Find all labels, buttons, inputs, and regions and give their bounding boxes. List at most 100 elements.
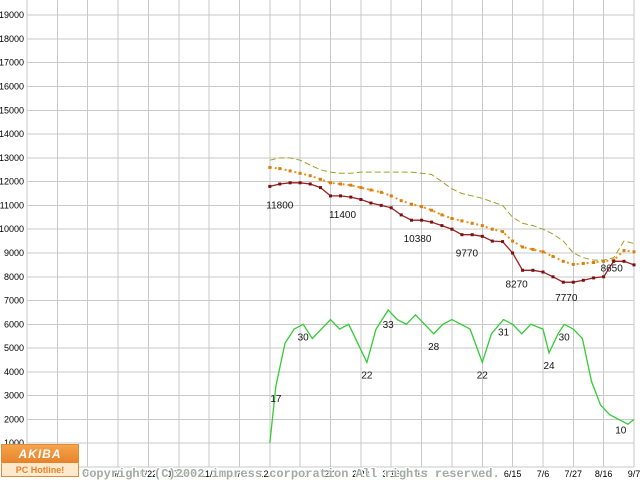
x-axis-tick-label: 1/12 — [291, 469, 309, 479]
series-marker — [581, 261, 585, 265]
series-marker — [511, 239, 515, 243]
series-marker — [511, 251, 515, 255]
data-point-label: 24 — [543, 361, 555, 372]
series-marker — [288, 169, 292, 173]
series-marker — [551, 275, 555, 279]
series-marker — [592, 276, 596, 280]
series-marker — [612, 259, 616, 263]
series-marker — [308, 182, 312, 186]
y-axis-tick-label: 6000 — [4, 319, 24, 329]
series-marker — [410, 202, 413, 206]
series-marker — [521, 245, 525, 249]
x-axis-tick-label: 11/23 — [228, 469, 250, 479]
series-marker — [329, 181, 332, 185]
y-axis-tick-label: 2000 — [4, 414, 24, 424]
x-axis-tick-label: 4/6 — [415, 469, 428, 479]
series-marker — [450, 217, 454, 220]
x-axis-tick-label: 6/15 — [504, 469, 522, 479]
series-marker — [531, 247, 535, 251]
series-marker — [490, 227, 494, 231]
series-marker — [339, 194, 342, 198]
series-marker — [551, 255, 555, 258]
data-point-label: 30 — [298, 332, 310, 343]
series-marker — [531, 268, 535, 272]
y-axis-tick-label: 19000 — [0, 10, 24, 20]
data-point-label: 22 — [477, 370, 489, 381]
akiba-logo: AKIBA PC Hotline! — [1, 444, 79, 477]
series-marker — [521, 268, 525, 272]
series-marker — [369, 188, 373, 192]
series-marker — [501, 240, 505, 244]
akiba-logo-title: AKIBA — [2, 445, 78, 463]
series-marker — [480, 234, 484, 238]
series-marker — [602, 259, 606, 263]
data-point-label: 7770 — [555, 293, 578, 304]
series-marker — [420, 205, 424, 209]
series-marker — [430, 220, 434, 224]
series-marker — [278, 182, 282, 186]
data-point-label: 28 — [428, 342, 440, 353]
series-marker — [440, 224, 444, 228]
x-axis-tick-label: 8/16 — [595, 469, 613, 479]
x-axis-tick-label: 3/16 — [382, 469, 400, 479]
y-axis-tick-label: 5000 — [4, 343, 24, 353]
copyright-line-1: Copyright (C)2002 impress corporation Al… — [82, 467, 500, 480]
data-point-label: 9770 — [456, 249, 479, 260]
series-marker — [359, 198, 363, 201]
x-axis-tick-label: 9/22 — [140, 469, 158, 479]
series-marker — [298, 171, 302, 175]
series-marker — [632, 263, 636, 267]
series-marker — [622, 249, 626, 253]
x-axis-tick-label: 7/6 — [537, 469, 550, 479]
series-marker — [450, 227, 454, 231]
series-marker — [410, 218, 413, 222]
data-point-label: 8650 — [601, 263, 624, 274]
data-point-label: 10380 — [404, 234, 432, 245]
series-marker — [379, 203, 383, 207]
series-marker — [268, 165, 272, 169]
y-axis-tick-label: 12000 — [0, 177, 24, 187]
x-axis-tick-label: 7/27 — [565, 469, 583, 479]
series-marker — [349, 183, 353, 187]
series-marker — [440, 213, 444, 217]
series-marker — [389, 206, 393, 210]
x-axis-tick-label: 10/13 — [168, 469, 191, 479]
series-marker — [632, 250, 636, 254]
series-marker — [379, 190, 383, 194]
data-point-label: 22 — [361, 370, 373, 381]
series-marker — [592, 261, 596, 264]
series-marker — [561, 259, 565, 263]
y-axis-tick-label: 17000 — [0, 58, 24, 68]
x-axis-tick-label: 2/2 — [324, 469, 337, 479]
y-axis-tick-label: 13000 — [0, 153, 24, 163]
series-marker — [602, 275, 606, 279]
x-axis-tick-label: 9/7 — [628, 469, 640, 479]
series-marker — [319, 186, 322, 190]
data-point-label: 31 — [498, 328, 510, 339]
data-point-label: 8270 — [505, 279, 528, 290]
series-marker — [339, 182, 342, 186]
series-marker — [369, 201, 373, 205]
series-marker — [622, 259, 626, 263]
series-marker — [470, 221, 474, 225]
series-marker — [541, 250, 545, 254]
series-high-price-olive-dashed — [269, 157, 635, 261]
y-axis-tick-label: 14000 — [0, 129, 24, 139]
x-axis-tick-label: 4/27 — [443, 469, 461, 479]
y-axis-tick-label: 3000 — [4, 391, 24, 401]
x-axis-tick-label: 5/25 — [474, 469, 492, 479]
x-axis-tick-label: 2/23 — [352, 469, 370, 479]
series-marker — [470, 233, 474, 237]
series-marker — [329, 194, 332, 198]
data-point-label: 10 — [615, 425, 627, 436]
series-marker — [571, 262, 575, 266]
y-axis-tick-label: 11000 — [0, 200, 24, 210]
x-axis-tick-label: 11/3 — [201, 469, 218, 479]
series-shop-count-green — [269, 309, 635, 444]
y-axis-tick-label: 7000 — [4, 296, 24, 306]
series-marker — [359, 186, 363, 190]
series-marker — [399, 199, 403, 203]
data-point-label: 17 — [270, 394, 282, 405]
